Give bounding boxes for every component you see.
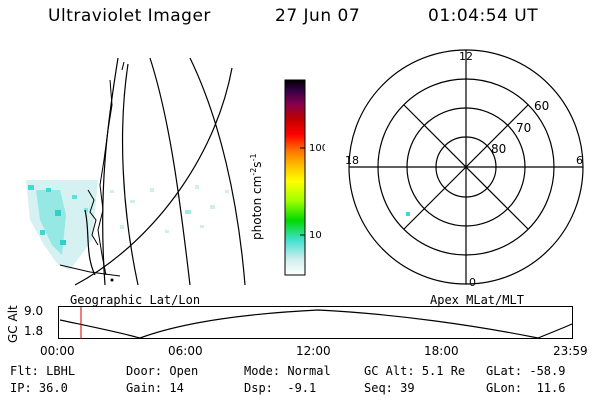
dsp-info: Dsp: -9.1 (244, 381, 317, 395)
polar-panel-caption: Apex MLat/MLT (430, 293, 524, 307)
colorbar-tick-100: 100 (309, 143, 325, 154)
filter-info: Flt: LBHL (10, 364, 76, 378)
ip-info: IP: 36.0 (10, 381, 68, 395)
colorbar-label: photon cm-2s-1 (249, 153, 264, 240)
polar-plot: 12 18 6 0 60 70 80 (345, 49, 584, 289)
colorbar: 100 10 (284, 79, 325, 276)
geo-latitude-info: GLat: -58.9 (486, 364, 566, 378)
mlat-label-80: 80 (491, 142, 506, 156)
time-tick-2359: 23:59 (553, 344, 588, 358)
mlt-label-18: 18 (345, 154, 359, 167)
altitude-axis-label: GC Alt (6, 305, 20, 343)
altitude-tick-top: 9.0 (24, 304, 44, 318)
observation-time: 01:04:54 UT (428, 6, 539, 26)
observation-date: 27 Jun 07 (275, 6, 361, 26)
geo-longitude-info: GLon: 11.6 (486, 381, 566, 395)
geo-panel-caption: Geographic Lat/Lon (70, 293, 201, 307)
geographic-map (26, 57, 246, 286)
altitude-plot-frame (58, 306, 573, 339)
meridian-lines (74, 57, 246, 286)
colorbar-tick-10: 10 (309, 230, 322, 241)
uv-emission-region (26, 180, 229, 270)
altitude-tick-bottom: 1.8 (24, 324, 44, 338)
mlat-label-60: 60 (534, 99, 549, 113)
time-tick-0600: 06:00 (168, 344, 203, 358)
altitude-curve (59, 309, 573, 339)
coastline (59, 61, 125, 277)
instrument-title: Ultraviolet Imager (48, 6, 211, 26)
mlat-label-70: 70 (516, 121, 531, 135)
mlt-label-0: 0 (469, 276, 476, 289)
time-tick-0000: 00:00 (40, 344, 75, 358)
time-tick-1800: 18:00 (424, 344, 459, 358)
gain-info: Gain: 14 (126, 381, 184, 395)
time-tick-1200: 12:00 (296, 344, 331, 358)
sequence-info: Seq: 39 (364, 381, 415, 395)
gc-altitude-info: GC Alt: 5.1 Re (364, 364, 466, 378)
polar-grid (348, 49, 584, 285)
altitude-plot (58, 306, 573, 339)
colorbar-scale (284, 79, 306, 276)
mlt-label-12: 12 (459, 50, 473, 63)
door-info: Door: Open (126, 364, 199, 378)
mode-info: Mode: Normal (244, 364, 331, 378)
mlt-label-6: 6 (576, 154, 583, 167)
emission-point (406, 212, 410, 216)
